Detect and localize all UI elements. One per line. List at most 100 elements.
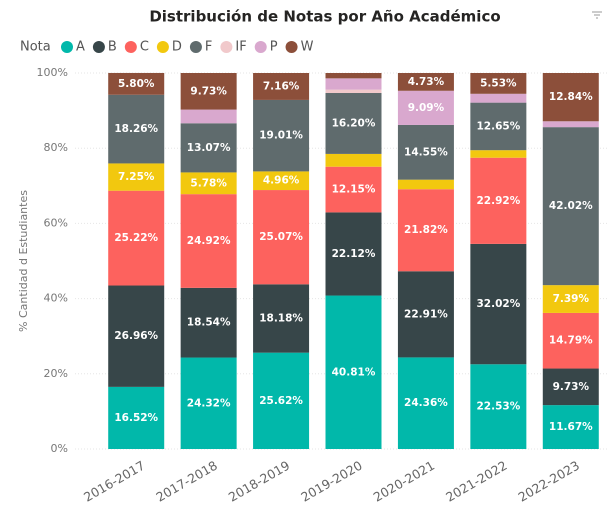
value-label: 21.82%	[404, 224, 448, 236]
bar-segment	[542, 312, 599, 369]
bar-segment	[253, 284, 310, 353]
x-tick-label: 2020-2021	[371, 458, 438, 505]
legend-title: Nota	[20, 40, 51, 55]
value-label: 25.07%	[259, 231, 303, 243]
bar-segment	[470, 73, 527, 94]
x-tick-label: 2017-2018	[153, 458, 220, 505]
bar-segment	[542, 73, 599, 122]
bar-segment	[180, 109, 237, 124]
bar-segment	[180, 123, 237, 173]
value-label: 24.92%	[187, 235, 231, 247]
bar-segment	[108, 94, 165, 164]
value-label: 5.53%	[480, 77, 517, 89]
bar-segment	[108, 163, 165, 191]
bar-segment	[180, 194, 237, 288]
value-label: 4.96%	[263, 175, 300, 187]
legend-marker	[156, 41, 169, 53]
bar-segment	[542, 285, 599, 313]
y-tick-label: 60%	[44, 216, 68, 229]
value-label: 26.96%	[114, 330, 158, 342]
legend-label: D	[172, 40, 182, 55]
bar-segment	[108, 72, 165, 95]
x-tick-label: 2022-2023	[516, 458, 583, 505]
value-label: 40.81%	[332, 366, 376, 378]
value-label: 11.67%	[549, 421, 593, 433]
bar-segment	[397, 271, 454, 358]
value-label: 4.73%	[408, 76, 445, 88]
x-tick-label: 2018-2019	[226, 458, 293, 505]
chart-title: Distribución de Notas por Año Académico	[149, 8, 500, 26]
value-label: 5.78%	[190, 177, 227, 189]
x-tick-label: 2021-2022	[443, 458, 510, 505]
legend-label: P	[270, 40, 278, 55]
bar-segment	[180, 357, 237, 449]
bar-segment	[325, 89, 382, 94]
bar-segment	[253, 73, 310, 100]
bar-segment	[397, 357, 454, 449]
value-label: 18.26%	[114, 123, 158, 135]
value-label: 19.01%	[259, 130, 303, 142]
y-axis-title: % Cantidad d Estudiantes	[17, 190, 30, 332]
value-label: 12.65%	[476, 120, 520, 132]
x-tick-label: 2019-2020	[298, 458, 365, 505]
bar-segment	[180, 172, 237, 195]
filter-icon[interactable]	[592, 11, 602, 19]
value-label: 25.22%	[114, 232, 158, 244]
legend-label: A	[76, 40, 85, 55]
value-label: 32.02%	[476, 298, 520, 310]
bar-segment	[542, 368, 599, 406]
legend-label: F	[205, 40, 212, 55]
bar-segment	[470, 157, 527, 244]
bar-segment	[397, 124, 454, 180]
legend-marker	[285, 41, 298, 53]
bar-segment	[108, 285, 165, 387]
legend-label: B	[108, 40, 117, 55]
y-tick-label: 40%	[44, 292, 68, 305]
y-tick-label: 100%	[37, 66, 68, 79]
legend-marker	[189, 41, 202, 53]
bar-segment	[470, 102, 527, 151]
legend-label: W	[301, 40, 314, 55]
value-label: 25.62%	[259, 395, 303, 407]
bar-segment	[108, 386, 165, 449]
y-tick-label: 80%	[44, 141, 68, 154]
legend-marker	[124, 41, 137, 53]
bar-segment	[180, 73, 237, 110]
bar-segment	[397, 90, 454, 125]
value-label: 5.80%	[118, 78, 155, 90]
bar-segment	[325, 93, 382, 154]
x-tick-label: 2016-2017	[81, 458, 148, 505]
legend-label: IF	[235, 40, 246, 55]
bar-segment	[180, 287, 237, 358]
bar-segment	[325, 212, 382, 296]
y-tick-label: 20%	[44, 367, 68, 380]
bar-segment	[325, 153, 382, 167]
y-tick-label: 0%	[51, 442, 68, 455]
value-label: 13.07%	[187, 142, 231, 154]
value-label: 7.25%	[118, 171, 155, 183]
bar-segment	[397, 189, 454, 272]
value-label: 9.73%	[190, 85, 227, 97]
value-label: 22.12%	[332, 248, 376, 260]
bar-segment	[325, 166, 382, 213]
bar-segment	[542, 127, 599, 286]
value-label: 12.15%	[332, 184, 376, 196]
bar-segment	[325, 78, 382, 90]
bar-segment	[253, 99, 310, 172]
bar-segment	[108, 190, 165, 286]
value-label: 14.55%	[404, 146, 448, 158]
bar-segment	[470, 150, 527, 158]
legend-label: C	[140, 40, 149, 55]
legend-marker	[220, 41, 233, 53]
bar-segment	[470, 243, 527, 365]
bar-segment	[397, 73, 454, 91]
legend-marker	[254, 41, 267, 53]
value-label: 16.52%	[114, 412, 158, 424]
bar-segment	[253, 352, 310, 449]
bar-segment	[397, 179, 454, 190]
value-label: 42.02%	[549, 200, 593, 212]
value-label: 18.54%	[187, 317, 231, 329]
value-label: 24.32%	[187, 397, 231, 409]
value-label: 9.73%	[553, 381, 590, 393]
